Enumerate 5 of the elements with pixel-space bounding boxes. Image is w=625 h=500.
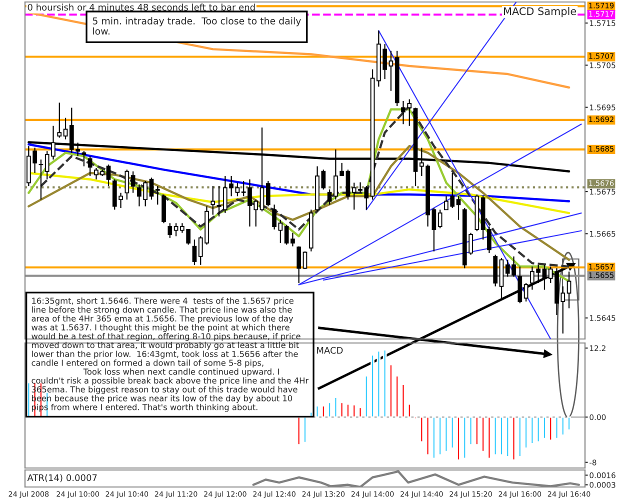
- annotation: MACD: [317, 346, 343, 354]
- annotation: MACD Sample: [504, 7, 576, 18]
- annotation: 0 hoursish or 4 minutes 48 seconds left to bar end: [28, 4, 255, 11]
- annotation: ATR(14) 0.0007: [27, 474, 97, 482]
- annotation: 5 min. intraday trade. Too close to the daily low.: [92, 17, 301, 35]
